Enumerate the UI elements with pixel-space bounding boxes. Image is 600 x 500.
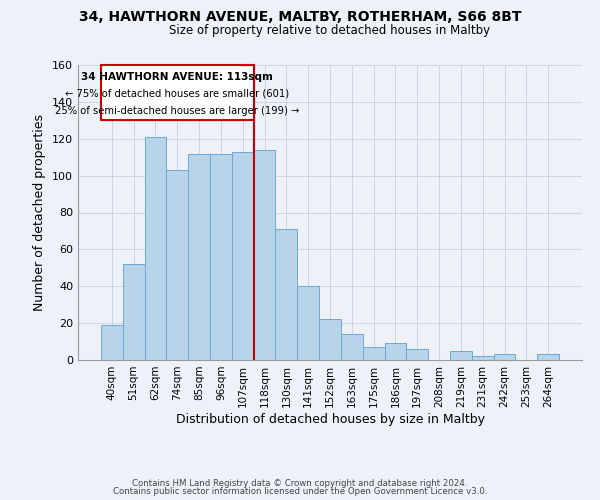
Bar <box>188 154 210 360</box>
Text: Contains HM Land Registry data © Crown copyright and database right 2024.: Contains HM Land Registry data © Crown c… <box>132 478 468 488</box>
Bar <box>472 356 494 360</box>
Bar <box>123 264 145 360</box>
Y-axis label: Number of detached properties: Number of detached properties <box>34 114 46 311</box>
Bar <box>494 354 515 360</box>
Bar <box>319 320 341 360</box>
Bar <box>385 344 406 360</box>
Text: 25% of semi-detached houses are larger (199) →: 25% of semi-detached houses are larger (… <box>55 106 299 116</box>
Bar <box>450 351 472 360</box>
Text: ← 75% of detached houses are smaller (601): ← 75% of detached houses are smaller (60… <box>65 89 289 99</box>
Bar <box>363 347 385 360</box>
Bar <box>210 154 232 360</box>
Text: 34 HAWTHORN AVENUE: 113sqm: 34 HAWTHORN AVENUE: 113sqm <box>82 72 273 83</box>
Bar <box>297 286 319 360</box>
Bar <box>232 152 254 360</box>
Title: Size of property relative to detached houses in Maltby: Size of property relative to detached ho… <box>169 24 491 38</box>
Bar <box>406 349 428 360</box>
Bar <box>254 150 275 360</box>
Bar <box>101 325 123 360</box>
FancyBboxPatch shape <box>101 65 254 120</box>
Text: 34, HAWTHORN AVENUE, MALTBY, ROTHERHAM, S66 8BT: 34, HAWTHORN AVENUE, MALTBY, ROTHERHAM, … <box>79 10 521 24</box>
Bar <box>341 334 363 360</box>
Text: Contains public sector information licensed under the Open Government Licence v3: Contains public sector information licen… <box>113 487 487 496</box>
Bar <box>166 170 188 360</box>
Bar <box>145 137 166 360</box>
X-axis label: Distribution of detached houses by size in Maltby: Distribution of detached houses by size … <box>176 412 485 426</box>
Bar <box>275 229 297 360</box>
Bar <box>537 354 559 360</box>
